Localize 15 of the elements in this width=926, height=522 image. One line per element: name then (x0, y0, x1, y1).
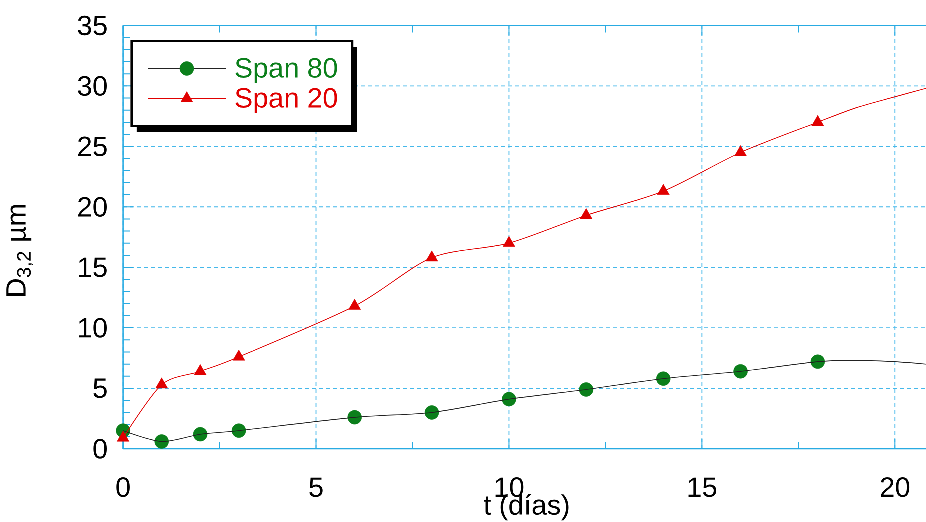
y-tick-label: 0 (94, 439, 108, 459)
y-tick-label: 25 (78, 136, 107, 157)
legend-label: Span 20 (236, 88, 338, 114)
y-tick-label: 20 (78, 197, 108, 217)
y-axis-title: D$_{3,2}$ µm (6, 205, 34, 296)
legend-label: Span 80 (236, 58, 338, 84)
x-tick-label: 0 (116, 478, 130, 498)
x-tick-label: 20 (881, 478, 910, 498)
y-tick-label: 10 (79, 318, 108, 338)
y-tick-label: 35 (78, 16, 107, 36)
y-tick-label: 15 (79, 258, 107, 278)
y-tick-label: 30 (78, 76, 108, 96)
y-tick-label: 5 (94, 378, 107, 398)
x-tick-label: 15 (688, 478, 717, 498)
x-tick-label: 5 (310, 478, 323, 498)
